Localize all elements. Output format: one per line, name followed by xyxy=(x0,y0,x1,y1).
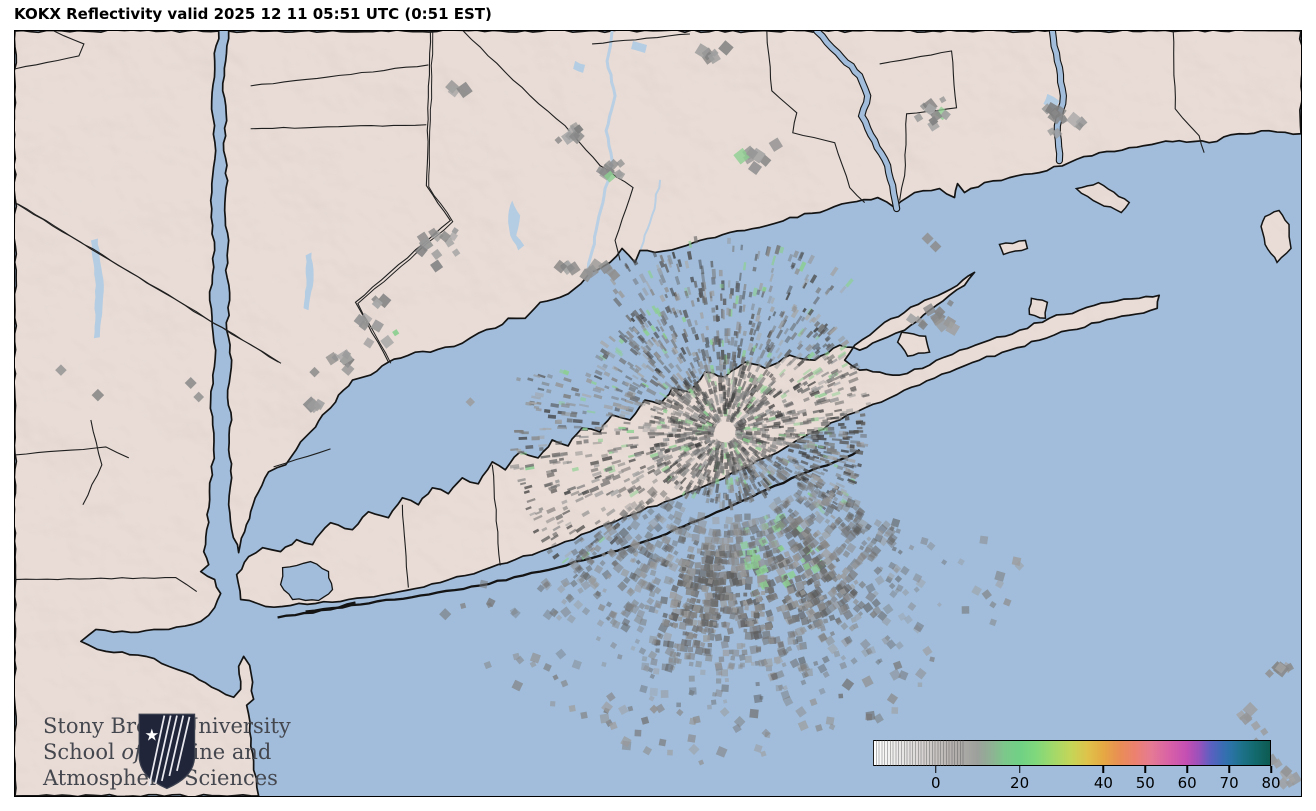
radar-clutter-layer xyxy=(55,40,1301,790)
boundary-ct-ri-border xyxy=(1172,31,1205,153)
colorbar-tick xyxy=(1186,766,1188,773)
boundary-middlesex xyxy=(766,31,866,203)
colorbar-tick-label: 0 xyxy=(931,774,941,792)
stony-brook-logo: ★ Stony Brook University School of Marin… xyxy=(43,713,291,791)
boundary-nj-ny-border-2 xyxy=(17,203,282,364)
colorbar-tick-label: 40 xyxy=(1093,774,1113,792)
boundary-ny-ct-border xyxy=(354,31,452,363)
colorbar-tick-label: 20 xyxy=(1010,774,1030,792)
colorbar-bin-lines xyxy=(873,740,965,766)
boundary-nj-ny-border xyxy=(15,202,279,363)
housatonic-river xyxy=(586,31,617,272)
thames-river xyxy=(1049,31,1066,164)
colorbar-tick xyxy=(1018,766,1021,773)
colorbar-tick-label: 80 xyxy=(1261,774,1281,792)
page-title: KOKX Reflectivity valid 2025 12 11 05:51… xyxy=(14,5,492,23)
shield-star-icon: ★ xyxy=(144,726,159,745)
colorbar-tick-label: 60 xyxy=(1177,774,1197,792)
stony-brook-shield-icon: ★ xyxy=(138,713,196,790)
rockaway-spit xyxy=(277,601,356,619)
colorbar-gradient xyxy=(873,740,1271,766)
radar-site-hole xyxy=(714,421,736,443)
boundary-nj-county-b xyxy=(15,577,198,592)
quinnipiac-river xyxy=(640,179,661,250)
boundary-nassau-suffolk xyxy=(491,464,501,566)
boundary-nj-county-c xyxy=(82,419,103,506)
colorbar-tick xyxy=(935,766,937,773)
colorbar-tick-label: 70 xyxy=(1219,774,1239,792)
boundary-putnam-north xyxy=(250,64,429,87)
boundary-putnam-south xyxy=(250,124,427,130)
kensico xyxy=(303,252,314,311)
boundary-newlondon-box xyxy=(879,50,958,201)
boundary-nj-county-a xyxy=(15,446,130,459)
radar-map xyxy=(15,31,1301,796)
colorbar-tick xyxy=(1228,766,1230,773)
boundary-queens-nassau xyxy=(401,504,409,588)
colorbar-tick-label: 50 xyxy=(1135,774,1155,792)
boundary-bronx-westchester xyxy=(273,448,331,468)
colorbar-tick xyxy=(1144,766,1147,773)
pond2 xyxy=(631,40,648,53)
colorbar-tick xyxy=(1102,766,1105,773)
reflectivity-colorbar: 0 20 40 50 60 70 80 xyxy=(873,740,1281,792)
colorbar-tick xyxy=(1270,766,1272,773)
boundary-top-middle xyxy=(592,33,690,45)
candlewood-lake xyxy=(508,200,525,251)
jamaica-bay xyxy=(279,560,334,602)
greenwood-lake xyxy=(90,238,104,339)
pond1 xyxy=(573,60,586,73)
connecticut-river xyxy=(814,31,900,212)
boundary-ny-ct-border-2 xyxy=(357,32,454,364)
boundary-top-left-jog xyxy=(15,31,85,70)
inland-water-layer xyxy=(90,31,1067,602)
map-frame: ★ Stony Brook University School of Marin… xyxy=(14,30,1302,797)
